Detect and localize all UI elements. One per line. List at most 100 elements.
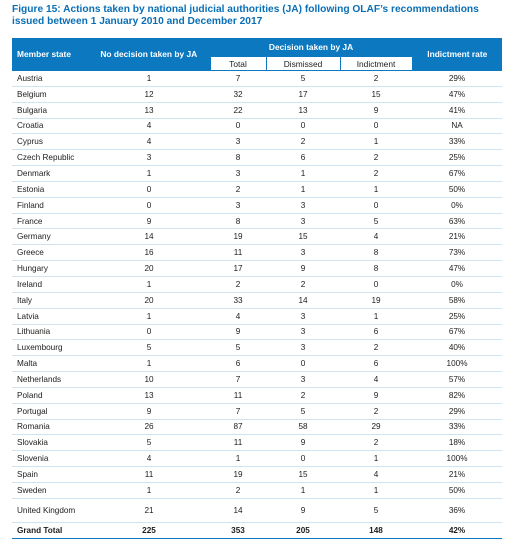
total-cell: 8 bbox=[210, 149, 266, 167]
member-state-cell: Slovakia bbox=[12, 434, 88, 452]
indictment-cell: 0 bbox=[340, 118, 413, 135]
indictment-cell: 4 bbox=[340, 228, 413, 246]
member-state-cell: Cyprus bbox=[12, 133, 88, 151]
figure-label: Figure 15: bbox=[12, 4, 61, 15]
no-decision-cell: 9 bbox=[88, 403, 210, 420]
total-cell: 2 bbox=[210, 181, 266, 198]
total-cell: 3 bbox=[210, 197, 266, 214]
member-state-cell: Romania bbox=[12, 419, 88, 436]
indictment-cell: 9 bbox=[340, 387, 413, 404]
total-cell: 2 bbox=[210, 276, 266, 293]
total-cell: 7 bbox=[210, 403, 266, 420]
total-cell: 5 bbox=[210, 339, 266, 357]
table-row: Luxembourg 5 5 3 2 40% bbox=[12, 339, 503, 357]
dismissed-cell: 2 bbox=[266, 133, 340, 151]
no-decision-cell: 5 bbox=[88, 434, 210, 452]
member-state-cell: Germany bbox=[12, 228, 88, 246]
table-row: Cyprus 4 3 2 1 33% bbox=[12, 133, 503, 151]
indictment-cell: 8 bbox=[340, 244, 413, 262]
member-state-cell: Austria bbox=[12, 70, 88, 87]
dismissed-cell: 3 bbox=[266, 339, 340, 357]
grand-indictment-cell: 148 bbox=[340, 521, 413, 539]
dismissed-cell: 3 bbox=[266, 197, 340, 214]
member-state-cell: Spain bbox=[12, 466, 88, 483]
table-row: Italy 20 33 14 19 58% bbox=[12, 292, 503, 309]
indictment-rate-cell: 21% bbox=[412, 228, 503, 246]
actions-table: Member state No decision taken by JA Dec… bbox=[12, 38, 503, 539]
table-row: Romania 26 87 58 29 33% bbox=[12, 419, 503, 436]
indictment-cell: 0 bbox=[340, 276, 413, 293]
no-decision-cell: 9 bbox=[88, 213, 210, 230]
dismissed-cell: 2 bbox=[266, 387, 340, 404]
indictment-rate-cell: 18% bbox=[412, 434, 503, 452]
dismissed-cell: 3 bbox=[266, 308, 340, 325]
member-state-cell: Belgium bbox=[12, 86, 88, 103]
indictment-rate-cell: 63% bbox=[412, 213, 503, 230]
total-cell: 19 bbox=[210, 228, 266, 246]
dismissed-cell: 3 bbox=[266, 244, 340, 262]
table-row: Croatia 4 0 0 0 NA bbox=[12, 118, 503, 135]
dismissed-cell: 9 bbox=[266, 434, 340, 452]
dismissed-cell: 14 bbox=[266, 292, 340, 309]
indictment-rate-cell: 82% bbox=[412, 387, 503, 404]
indictment-cell: 2 bbox=[340, 339, 413, 357]
dismissed-cell: 15 bbox=[266, 466, 340, 483]
indictment-cell: 6 bbox=[340, 355, 413, 373]
dismissed-cell: 13 bbox=[266, 102, 340, 119]
member-state-cell: Latvia bbox=[12, 308, 88, 325]
header-member-state: Member state bbox=[12, 38, 88, 71]
dismissed-cell: 0 bbox=[266, 118, 340, 135]
indictment-cell: 1 bbox=[340, 133, 413, 151]
table-row: Poland 13 11 2 9 82% bbox=[12, 387, 503, 404]
indictment-cell: 4 bbox=[340, 466, 413, 483]
total-cell: 6 bbox=[210, 355, 266, 373]
header-dismissed: Dismissed bbox=[265, 56, 341, 71]
indictment-cell: 8 bbox=[340, 260, 413, 277]
indictment-rate-cell: 47% bbox=[412, 260, 503, 277]
total-cell: 32 bbox=[210, 86, 266, 103]
header-total: Total bbox=[209, 56, 267, 71]
indictment-cell: 1 bbox=[340, 308, 413, 325]
table-row: Malta 1 6 0 6 100% bbox=[12, 355, 503, 373]
member-state-cell: Hungary bbox=[12, 260, 88, 277]
table-row: Hungary 20 17 9 8 47% bbox=[12, 260, 503, 277]
member-state-cell: Greece bbox=[12, 244, 88, 262]
indictment-rate-cell: 0% bbox=[412, 276, 503, 293]
no-decision-cell: 1 bbox=[88, 165, 210, 182]
no-decision-cell: 14 bbox=[88, 228, 210, 246]
indictment-cell: 29 bbox=[340, 419, 413, 436]
table-row: France 9 8 3 5 63% bbox=[12, 213, 503, 230]
no-decision-cell: 1 bbox=[88, 355, 210, 373]
indictment-cell: 1 bbox=[340, 450, 413, 468]
no-decision-cell: 0 bbox=[88, 181, 210, 198]
indictment-rate-cell: 73% bbox=[412, 244, 503, 262]
no-decision-cell: 20 bbox=[88, 292, 210, 309]
total-cell: 7 bbox=[210, 70, 266, 87]
indictment-rate-cell: 50% bbox=[412, 181, 503, 198]
table-row: Austria 1 7 5 2 29% bbox=[12, 70, 503, 87]
table-row: Latvia 1 4 3 1 25% bbox=[12, 308, 503, 325]
total-cell: 11 bbox=[210, 387, 266, 404]
header-indictment: Indictment bbox=[339, 56, 413, 71]
dismissed-cell: 9 bbox=[266, 498, 340, 523]
header-indictment-rate: Indictment rate bbox=[412, 38, 503, 71]
table-row: Lithuania 0 9 3 6 67% bbox=[12, 324, 503, 341]
table-row: Ireland 1 2 2 0 0% bbox=[12, 276, 503, 293]
member-state-cell: Poland bbox=[12, 387, 88, 404]
no-decision-cell: 20 bbox=[88, 260, 210, 277]
member-state-cell: Slovenia bbox=[12, 450, 88, 468]
indictment-cell: 2 bbox=[340, 70, 413, 87]
table-row: Greece 16 11 3 8 73% bbox=[12, 244, 503, 262]
no-decision-cell: 3 bbox=[88, 149, 210, 167]
header-no-decision: No decision taken by JA bbox=[88, 38, 210, 71]
indictment-cell: 19 bbox=[340, 292, 413, 309]
table-row: Belgium 12 32 17 15 47% bbox=[12, 86, 503, 103]
dismissed-cell: 3 bbox=[266, 324, 340, 341]
table-row: Slovakia 5 11 9 2 18% bbox=[12, 434, 503, 452]
no-decision-cell: 1 bbox=[88, 276, 210, 293]
total-cell: 17 bbox=[210, 260, 266, 277]
member-state-cell: Portugal bbox=[12, 403, 88, 420]
grand-dismissed-cell: 205 bbox=[266, 521, 340, 539]
dismissed-cell: 1 bbox=[266, 482, 340, 499]
